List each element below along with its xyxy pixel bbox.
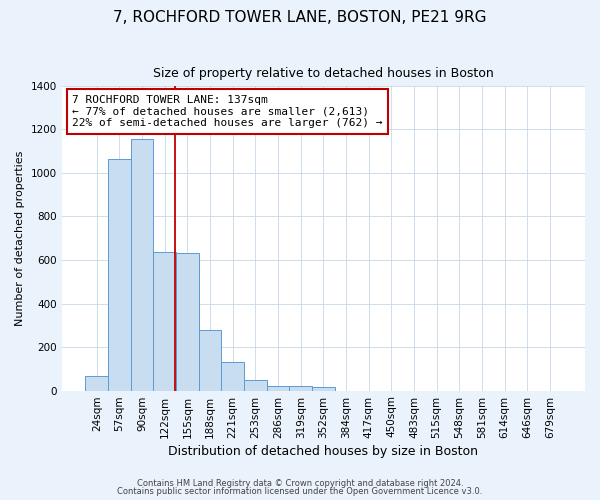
Text: 7 ROCHFORD TOWER LANE: 137sqm
← 77% of detached houses are smaller (2,613)
22% o: 7 ROCHFORD TOWER LANE: 137sqm ← 77% of d… — [72, 95, 383, 128]
Text: Contains HM Land Registry data © Crown copyright and database right 2024.: Contains HM Land Registry data © Crown c… — [137, 478, 463, 488]
Y-axis label: Number of detached properties: Number of detached properties — [15, 150, 25, 326]
Bar — [154, 252, 176, 390]
Text: Contains public sector information licensed under the Open Government Licence v3: Contains public sector information licen… — [118, 487, 482, 496]
Bar — [131, 139, 154, 390]
Text: 7, ROCHFORD TOWER LANE, BOSTON, PE21 9RG: 7, ROCHFORD TOWER LANE, BOSTON, PE21 9RG — [113, 10, 487, 25]
Title: Size of property relative to detached houses in Boston: Size of property relative to detached ho… — [153, 68, 494, 80]
Bar — [108, 159, 131, 390]
Bar — [176, 254, 199, 390]
Bar — [199, 330, 221, 390]
Bar — [221, 362, 244, 390]
Bar — [289, 386, 312, 390]
Bar — [244, 380, 266, 390]
Bar — [266, 386, 289, 390]
Bar — [312, 386, 335, 390]
X-axis label: Distribution of detached houses by size in Boston: Distribution of detached houses by size … — [169, 444, 478, 458]
Bar — [85, 376, 108, 390]
